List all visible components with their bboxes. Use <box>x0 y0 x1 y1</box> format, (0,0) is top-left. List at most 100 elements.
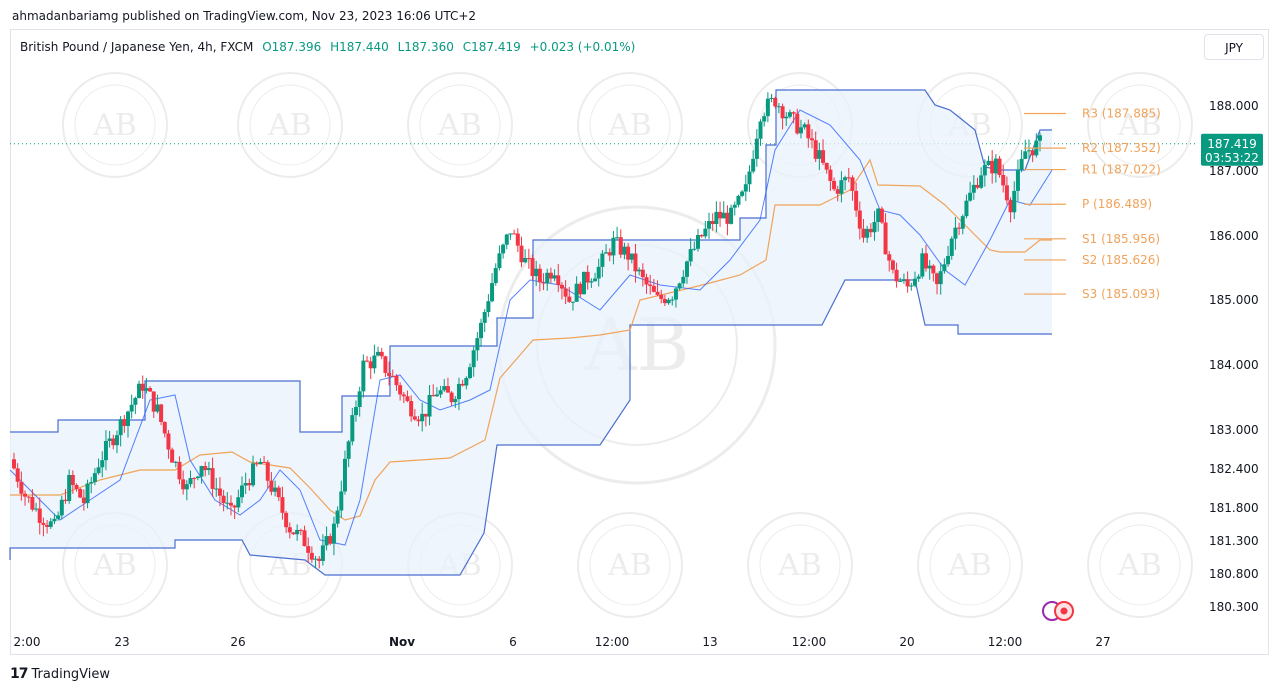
candle-body <box>412 416 417 420</box>
candle-up <box>468 363 472 380</box>
candle-body <box>504 234 509 245</box>
candle-down <box>957 222 962 236</box>
candle-up <box>776 103 781 114</box>
candle-down <box>70 470 75 494</box>
alert-flag-icon[interactable] <box>1041 600 1075 622</box>
candle-body <box>420 413 425 422</box>
footer-brand[interactable]: TradingView <box>31 666 111 682</box>
candle-body <box>935 273 940 285</box>
candle-body <box>221 495 226 504</box>
candle-body <box>769 97 774 99</box>
legend-symbol[interactable]: British Pound / Japanese Yen, 4h, FXCM <box>20 40 254 54</box>
candle-body <box>534 268 539 277</box>
y-tick-label: 188.000 <box>1209 99 1259 113</box>
currency-button[interactable]: JPY <box>1204 34 1264 60</box>
candle-body <box>376 351 381 356</box>
candle-body <box>795 113 800 134</box>
candle-down <box>854 182 859 217</box>
candle-down <box>861 219 866 243</box>
candle-up <box>1012 181 1017 219</box>
candle-up <box>729 204 734 225</box>
candle-up <box>677 282 682 291</box>
candle-body <box>736 195 741 205</box>
candle-body <box>865 228 870 238</box>
tradingview-logo-icon[interactable]: 17 <box>10 666 29 682</box>
candle-body <box>19 481 24 494</box>
y-tick-label: 182.400 <box>1209 462 1259 476</box>
candle-up <box>67 469 72 504</box>
candle-up <box>901 273 906 284</box>
candle-body <box>199 466 204 477</box>
candle-down <box>254 461 259 467</box>
candle-body <box>828 169 833 181</box>
candle-body <box>729 207 734 224</box>
candle-body <box>155 404 160 412</box>
candle-up <box>927 260 932 280</box>
pivot-level: R3 (187.885) <box>1024 106 1161 120</box>
candle-body <box>284 512 289 528</box>
candle-body <box>714 211 719 225</box>
candle-body <box>813 140 818 159</box>
pivot-layer: R3 (187.885) R2 (187.352) R1 (187.022) P (1… <box>1024 106 1161 301</box>
candle-up <box>986 155 991 166</box>
candle-body <box>890 260 895 270</box>
candle-up <box>188 470 193 488</box>
pivot-label: P (186.489) <box>1082 197 1152 211</box>
candle-body <box>464 377 469 386</box>
conversion-line <box>9 109 1053 546</box>
candle-body <box>960 216 965 229</box>
watermark-text: AB <box>92 108 137 143</box>
candle-up <box>743 174 748 201</box>
candle-body <box>718 211 723 219</box>
candle-down <box>122 414 127 433</box>
last-price-badge <box>1201 133 1263 166</box>
baseline-line <box>10 158 1052 521</box>
candle-up <box>427 385 432 426</box>
candle-body <box>225 502 230 504</box>
candle-up <box>666 297 671 305</box>
candle-body <box>309 552 314 560</box>
candle-body <box>398 385 403 395</box>
candle-down <box>806 119 811 148</box>
candle-down <box>41 517 46 537</box>
candle-body <box>482 312 487 323</box>
candle-up <box>251 455 256 488</box>
candle-body <box>751 158 756 172</box>
candle-down <box>228 495 233 516</box>
candle-down <box>78 487 83 499</box>
x-axis: 2:00 23 26 Nov 6 12:00 13 12:00 20 12:00 27 <box>14 635 1111 649</box>
candle-down <box>725 205 730 236</box>
candle-body <box>615 237 620 239</box>
candle-up <box>313 555 318 569</box>
candle-body <box>335 510 340 524</box>
candle-body <box>45 524 50 527</box>
candle-down <box>526 248 531 269</box>
candle-body <box>787 112 792 117</box>
candle-up <box>324 526 329 551</box>
candle-body <box>59 499 64 516</box>
candle-up <box>993 154 998 183</box>
candle-up <box>497 245 502 271</box>
candle-up <box>629 253 634 264</box>
candle-body <box>548 272 553 279</box>
candle-body <box>1004 185 1009 201</box>
candle-body <box>1038 135 1042 141</box>
candle-body <box>905 279 910 287</box>
candle-down <box>578 281 583 298</box>
candle-down <box>718 201 723 227</box>
candle-up <box>968 181 973 202</box>
candle-body <box>589 281 594 283</box>
candle-body <box>552 275 557 279</box>
candle-body <box>607 252 612 256</box>
candle-up <box>471 346 476 377</box>
candle-body <box>188 478 193 485</box>
candle-body <box>70 475 75 486</box>
candle-body <box>662 298 667 304</box>
chart-frame[interactable] <box>10 29 1269 655</box>
candle-body <box>501 244 506 254</box>
candle-body <box>251 463 256 486</box>
candle-body <box>530 258 535 277</box>
candle-up <box>600 250 605 278</box>
candle-down <box>12 452 16 470</box>
